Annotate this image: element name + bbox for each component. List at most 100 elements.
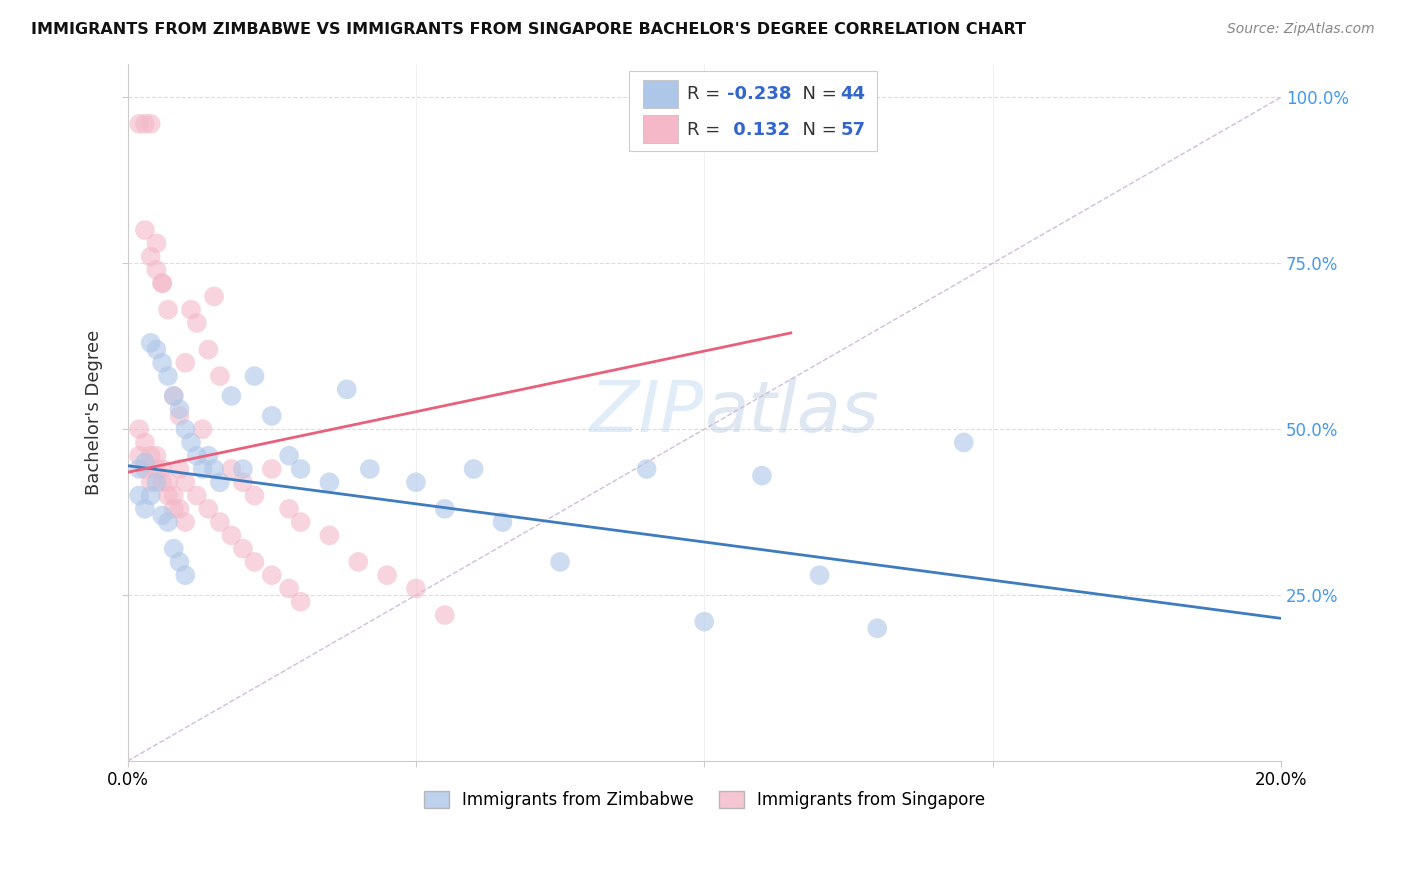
Text: 57: 57 bbox=[841, 121, 865, 139]
Point bbox=[336, 382, 359, 396]
Point bbox=[150, 475, 173, 490]
Text: N =: N = bbox=[790, 121, 842, 139]
Point bbox=[232, 462, 254, 476]
Point bbox=[232, 475, 254, 490]
Point bbox=[318, 528, 340, 542]
Point bbox=[150, 276, 173, 290]
Point bbox=[156, 302, 179, 317]
Point bbox=[433, 608, 456, 623]
Point bbox=[145, 449, 167, 463]
Point bbox=[221, 528, 243, 542]
Text: 44: 44 bbox=[841, 85, 865, 103]
Point bbox=[174, 356, 197, 370]
Text: ZIP: ZIP bbox=[591, 378, 704, 447]
Point bbox=[278, 449, 301, 463]
Point bbox=[202, 462, 225, 476]
Point bbox=[134, 223, 156, 237]
Point bbox=[156, 475, 179, 490]
Point bbox=[134, 435, 156, 450]
Legend: Immigrants from Zimbabwe, Immigrants from Singapore: Immigrants from Zimbabwe, Immigrants fro… bbox=[416, 784, 991, 815]
Point bbox=[221, 389, 243, 403]
Point bbox=[693, 615, 716, 629]
Point bbox=[174, 515, 197, 529]
Point bbox=[208, 515, 231, 529]
Point bbox=[169, 409, 191, 423]
Point bbox=[191, 462, 214, 476]
Point bbox=[145, 475, 167, 490]
Point bbox=[347, 555, 370, 569]
Point bbox=[145, 343, 167, 357]
Y-axis label: Bachelor's Degree: Bachelor's Degree bbox=[86, 330, 103, 495]
Point bbox=[751, 468, 773, 483]
Point bbox=[260, 568, 283, 582]
Text: atlas: atlas bbox=[704, 378, 879, 447]
Text: IMMIGRANTS FROM ZIMBABWE VS IMMIGRANTS FROM SINGAPORE BACHELOR'S DEGREE CORRELAT: IMMIGRANTS FROM ZIMBABWE VS IMMIGRANTS F… bbox=[31, 22, 1026, 37]
Point bbox=[163, 501, 186, 516]
Point bbox=[139, 449, 162, 463]
Point bbox=[128, 462, 150, 476]
Point bbox=[128, 117, 150, 131]
Point bbox=[260, 409, 283, 423]
Point bbox=[186, 316, 208, 330]
Point bbox=[128, 449, 150, 463]
Point bbox=[150, 356, 173, 370]
Point bbox=[163, 541, 186, 556]
Text: 0.132: 0.132 bbox=[727, 121, 790, 139]
Point bbox=[145, 263, 167, 277]
Point bbox=[952, 435, 974, 450]
Point bbox=[290, 515, 312, 529]
Point bbox=[375, 568, 398, 582]
Point bbox=[290, 595, 312, 609]
Point bbox=[208, 475, 231, 490]
Point bbox=[134, 501, 156, 516]
Point bbox=[139, 250, 162, 264]
Text: -0.238: -0.238 bbox=[727, 85, 792, 103]
Point bbox=[186, 489, 208, 503]
Point bbox=[128, 422, 150, 436]
Point bbox=[243, 555, 266, 569]
Point bbox=[163, 389, 186, 403]
Point bbox=[278, 501, 301, 516]
Point bbox=[156, 489, 179, 503]
Point bbox=[145, 462, 167, 476]
Point bbox=[197, 449, 219, 463]
Point bbox=[405, 582, 427, 596]
Point bbox=[243, 489, 266, 503]
Point bbox=[232, 541, 254, 556]
Point bbox=[278, 582, 301, 596]
FancyBboxPatch shape bbox=[630, 71, 877, 151]
Point bbox=[169, 462, 191, 476]
Point bbox=[491, 515, 513, 529]
Point bbox=[134, 462, 156, 476]
Point bbox=[260, 462, 283, 476]
Point bbox=[243, 369, 266, 384]
Point bbox=[145, 236, 167, 251]
Point bbox=[150, 276, 173, 290]
Point bbox=[808, 568, 831, 582]
Point bbox=[463, 462, 485, 476]
Point bbox=[134, 117, 156, 131]
Text: R =: R = bbox=[688, 121, 725, 139]
Point bbox=[174, 475, 197, 490]
Point bbox=[548, 555, 571, 569]
Point bbox=[156, 515, 179, 529]
Point bbox=[139, 117, 162, 131]
Point bbox=[169, 402, 191, 417]
Point bbox=[433, 501, 456, 516]
Point bbox=[359, 462, 381, 476]
Point bbox=[290, 462, 312, 476]
Text: R =: R = bbox=[688, 85, 725, 103]
Point bbox=[191, 422, 214, 436]
Point bbox=[221, 462, 243, 476]
Point bbox=[208, 369, 231, 384]
FancyBboxPatch shape bbox=[643, 115, 678, 143]
Point bbox=[636, 462, 658, 476]
Point bbox=[197, 343, 219, 357]
Point bbox=[150, 462, 173, 476]
Text: Source: ZipAtlas.com: Source: ZipAtlas.com bbox=[1227, 22, 1375, 37]
FancyBboxPatch shape bbox=[643, 80, 678, 108]
Point bbox=[866, 621, 889, 635]
Point bbox=[156, 369, 179, 384]
Text: N =: N = bbox=[790, 85, 842, 103]
Point bbox=[180, 302, 202, 317]
